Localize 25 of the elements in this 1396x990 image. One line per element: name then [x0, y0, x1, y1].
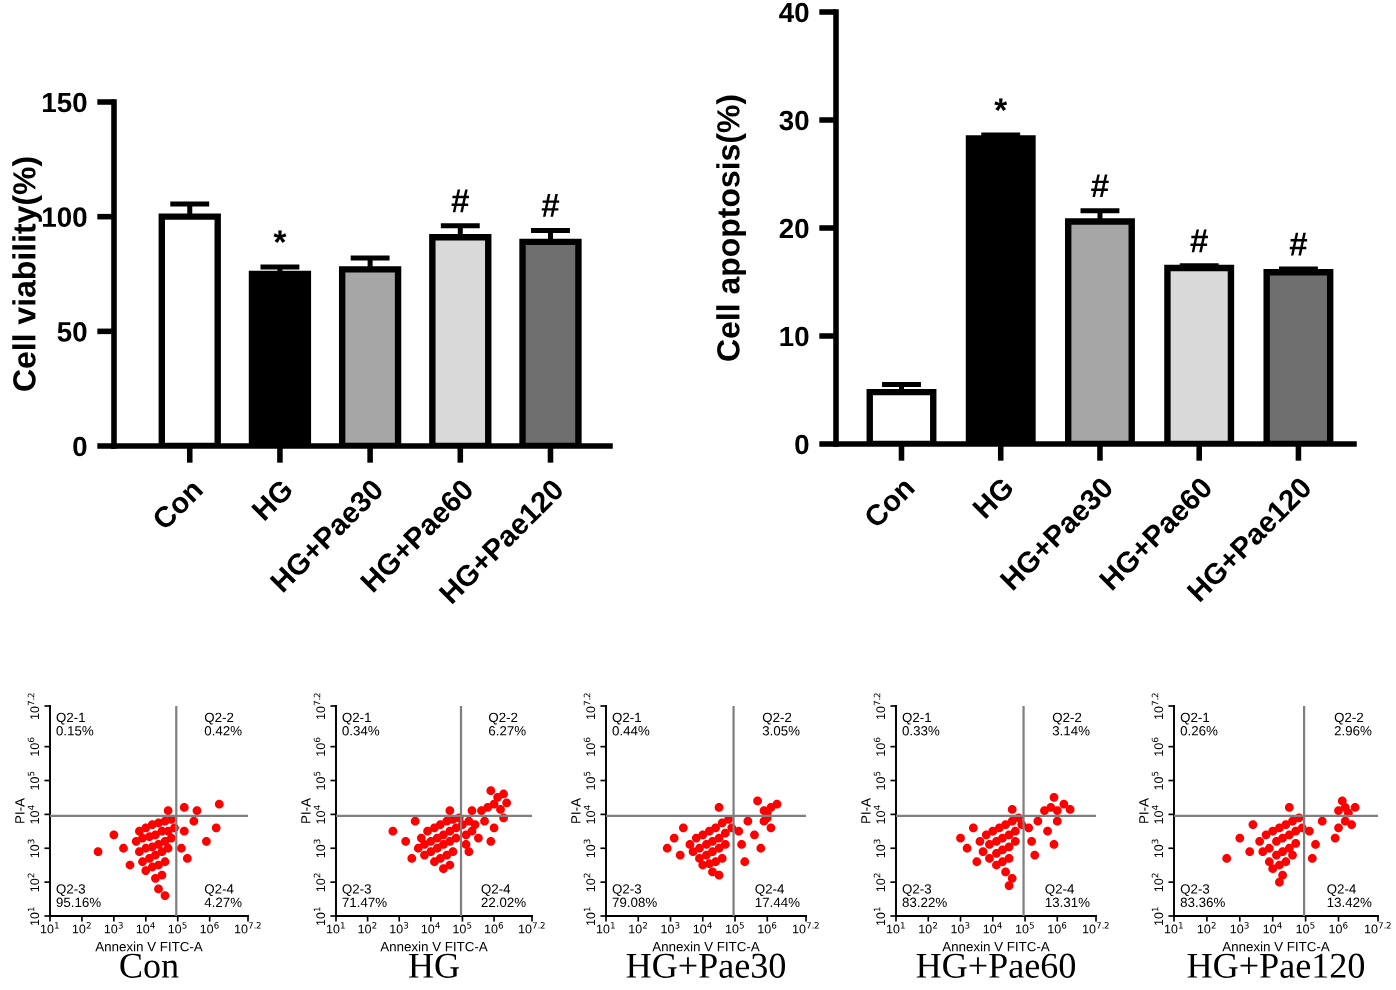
annotation: *: [994, 98, 1008, 111]
y-axis-title: Cell apoptosis(%): [716, 95, 746, 361]
y-tick-label: 100: [43, 207, 87, 228]
y-tick-label: 20: [779, 218, 809, 239]
annotation: #: [1091, 174, 1109, 198]
annotation: #: [451, 189, 470, 213]
y-tick-label: 40: [779, 2, 809, 23]
y-tick-label: 10: [780, 326, 809, 347]
text: HG+Pae120: [1187, 953, 1365, 978]
y-axis-title: Cell viability(%): [12, 157, 42, 391]
y-tick-label: 0: [795, 434, 809, 455]
y-tick-label: 30: [779, 110, 809, 131]
x-tick-label: Con: [862, 476, 916, 529]
x-tick-label: Con: [151, 478, 204, 531]
text: HG: [408, 953, 459, 978]
text: HG+Pae60: [916, 953, 1076, 978]
text: Con: [120, 953, 179, 978]
y-tick-label: 50: [57, 322, 87, 342]
y-tick-label: 150: [43, 92, 87, 113]
annotation: #: [1289, 232, 1308, 256]
annotation: #: [1190, 229, 1208, 253]
text: HG+Pae30: [626, 953, 786, 978]
y-tick-label: 0: [73, 436, 87, 457]
annotation: #: [541, 194, 560, 217]
annotation: *: [273, 230, 287, 243]
